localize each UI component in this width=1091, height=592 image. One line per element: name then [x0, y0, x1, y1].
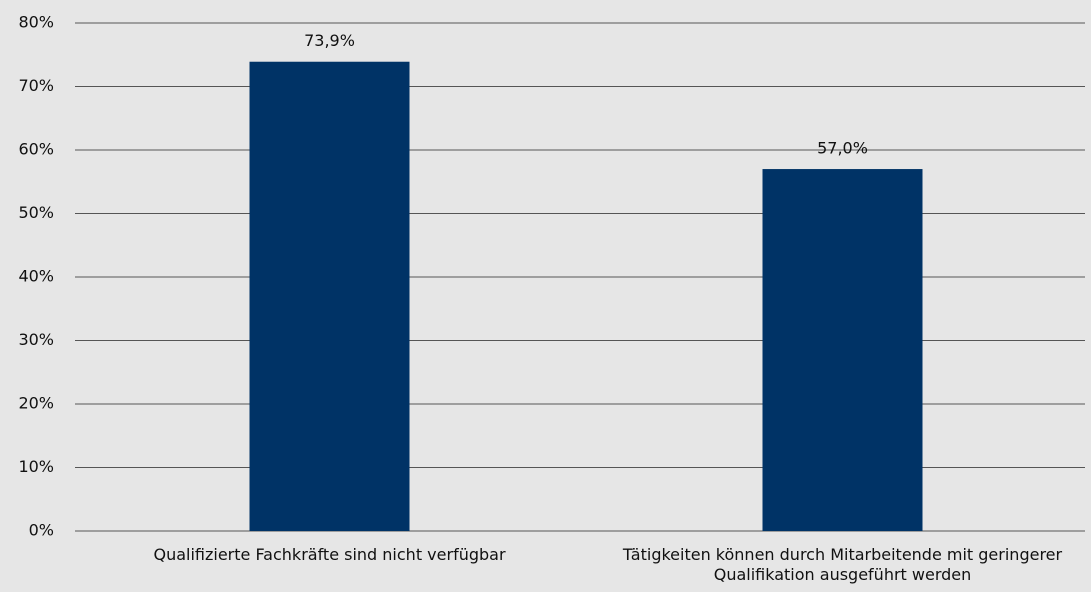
y-tick-label: 70% — [18, 76, 54, 95]
x-tick-label: Tätigkeiten können durch Mitarbeitende m… — [622, 545, 1063, 584]
value-label: 57,0% — [817, 139, 868, 158]
x-tick-label: Qualifizierte Fachkräfte sind nicht verf… — [153, 545, 506, 564]
y-tick-label: 60% — [18, 140, 54, 159]
bar — [762, 169, 923, 532]
y-tick-label: 50% — [18, 203, 54, 222]
y-tick-label: 40% — [18, 267, 54, 286]
y-tick-label: 80% — [18, 13, 54, 32]
y-tick-label: 0% — [29, 521, 54, 540]
y-tick-label: 20% — [18, 394, 54, 413]
value-label: 73,9% — [304, 31, 355, 50]
y-tick-label: 30% — [18, 330, 54, 349]
bar — [249, 61, 410, 532]
y-tick-label: 10% — [18, 457, 54, 476]
